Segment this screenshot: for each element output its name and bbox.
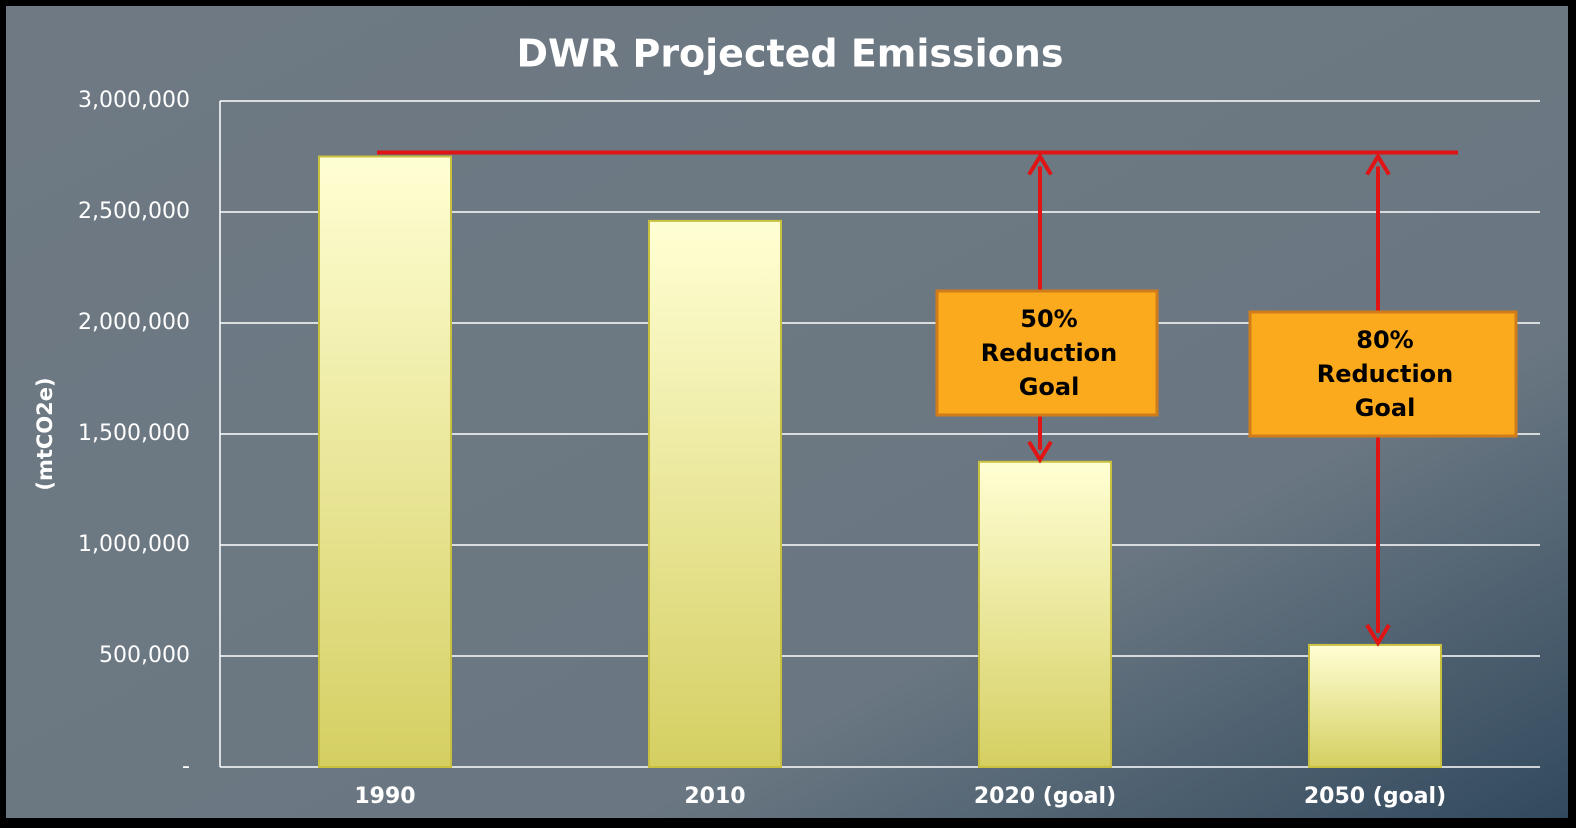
annotation-text: Reduction bbox=[1317, 360, 1454, 388]
bar bbox=[978, 460, 1112, 768]
y-tick-label: 1,000,000 bbox=[78, 532, 190, 557]
arrow-head bbox=[1365, 623, 1391, 647]
arrow-head bbox=[1365, 152, 1391, 176]
annotation-text: Reduction bbox=[981, 339, 1118, 367]
bar bbox=[1308, 643, 1442, 769]
x-tick-label: 2010 bbox=[684, 784, 745, 809]
y-tick-label: 2,000,000 bbox=[78, 310, 190, 335]
annotation-text: 50% bbox=[1020, 305, 1077, 333]
y-tick-label: 500,000 bbox=[99, 643, 190, 668]
arrow-head bbox=[1027, 440, 1053, 464]
arrow-head bbox=[1027, 152, 1053, 176]
annotation-box bbox=[935, 289, 1159, 417]
bar bbox=[318, 155, 452, 768]
y-tick-label: 1,500,000 bbox=[78, 421, 190, 446]
y-axis-label: (mtCO2e) bbox=[33, 377, 57, 490]
x-tick-label: 1990 bbox=[354, 784, 415, 809]
y-tick-label: - bbox=[182, 754, 190, 779]
annotation-text: Goal bbox=[1019, 373, 1080, 401]
annotation-box bbox=[1248, 310, 1518, 438]
x-tick-label: 2020 (goal) bbox=[974, 784, 1116, 809]
annotation-text: Goal bbox=[1355, 394, 1416, 422]
y-tick-label: 2,500,000 bbox=[78, 199, 190, 224]
chart-title: DWR Projected Emissions bbox=[517, 32, 1064, 76]
bar bbox=[648, 219, 782, 768]
annotation-text: 80% bbox=[1356, 326, 1413, 354]
x-tick-label: 2050 (goal) bbox=[1304, 784, 1446, 809]
y-tick-label: 3,000,000 bbox=[78, 88, 190, 113]
